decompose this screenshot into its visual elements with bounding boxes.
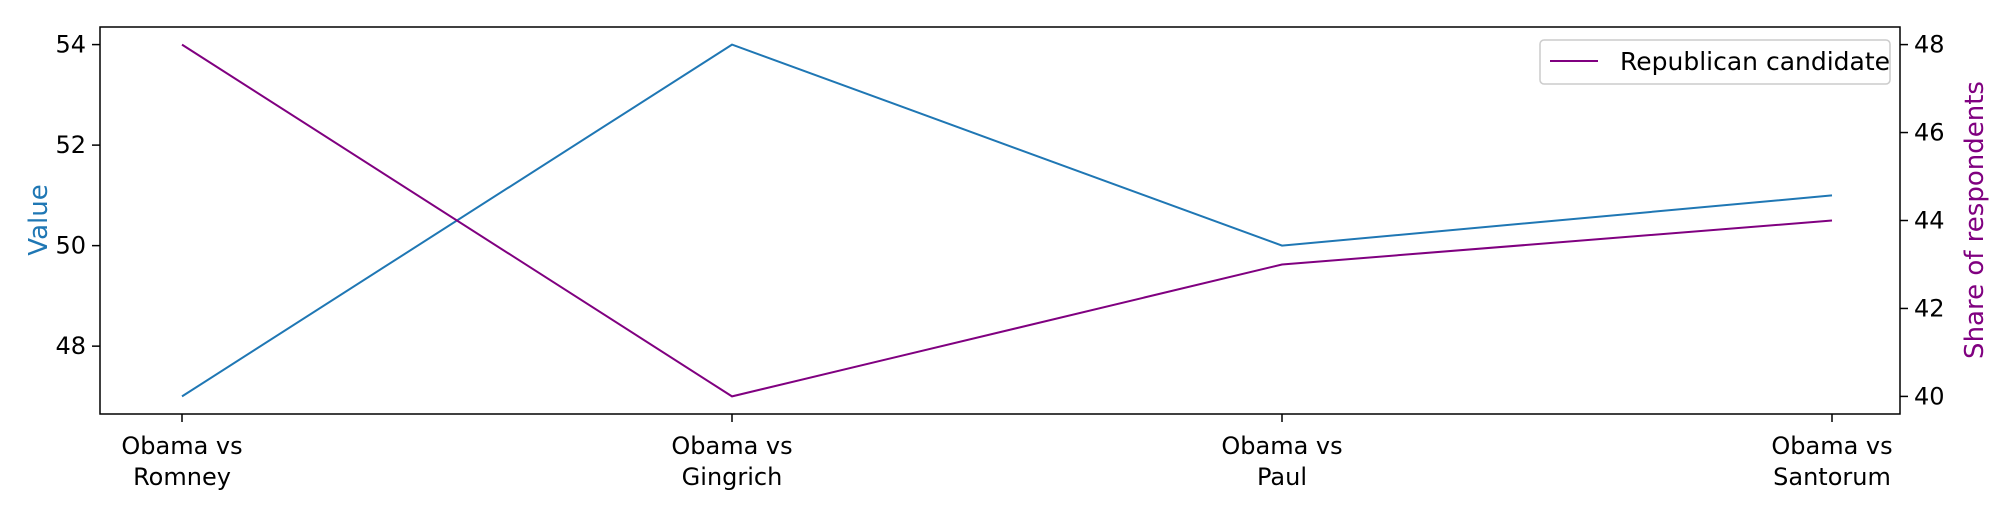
x-tick-label: Obama vs: [671, 432, 792, 460]
x-tick-label: Santorum: [1773, 463, 1891, 491]
series-line-right-axis: [181, 43, 1833, 398]
right-tick-label: 46: [1914, 119, 1945, 147]
left-tick-label: 52: [55, 131, 86, 159]
right-axis: 40 42 44 46 48: [1900, 31, 1945, 410]
left-tick-label: 50: [55, 232, 86, 260]
x-tick-label: Obama vs: [1221, 432, 1342, 460]
right-tick-label: 44: [1914, 207, 1945, 235]
left-axis: 48 50 52 54: [55, 31, 100, 360]
x-tick-label: Paul: [1257, 463, 1307, 491]
x-axis: Obama vs Romney Obama vs Gingrich Obama vs Pa…: [121, 414, 1893, 491]
legend: Republican candidate: [1539, 39, 1891, 85]
right-axis-label: Share of respondents: [1960, 81, 1990, 359]
x-tick-label: Obama vs: [1771, 432, 1892, 460]
x-tick-label: Gingrich: [682, 463, 783, 491]
right-tick-label: 40: [1914, 382, 1945, 410]
legend-label: Republican candidate: [1620, 47, 1890, 76]
plot-frame: [99, 26, 1901, 415]
left-tick-label: 48: [55, 332, 86, 360]
series-layer: [181, 43, 1833, 398]
right-tick-label: 48: [1914, 31, 1945, 59]
x-tick-label: Obama vs: [121, 432, 242, 460]
x-tick-label: Romney: [133, 463, 231, 491]
right-tick-label: 42: [1914, 294, 1945, 322]
series-line-left-axis: [181, 43, 1833, 398]
left-axis-label: Value: [24, 184, 54, 255]
left-tick-label: 54: [55, 31, 86, 59]
legend-box: [1539, 39, 1891, 85]
